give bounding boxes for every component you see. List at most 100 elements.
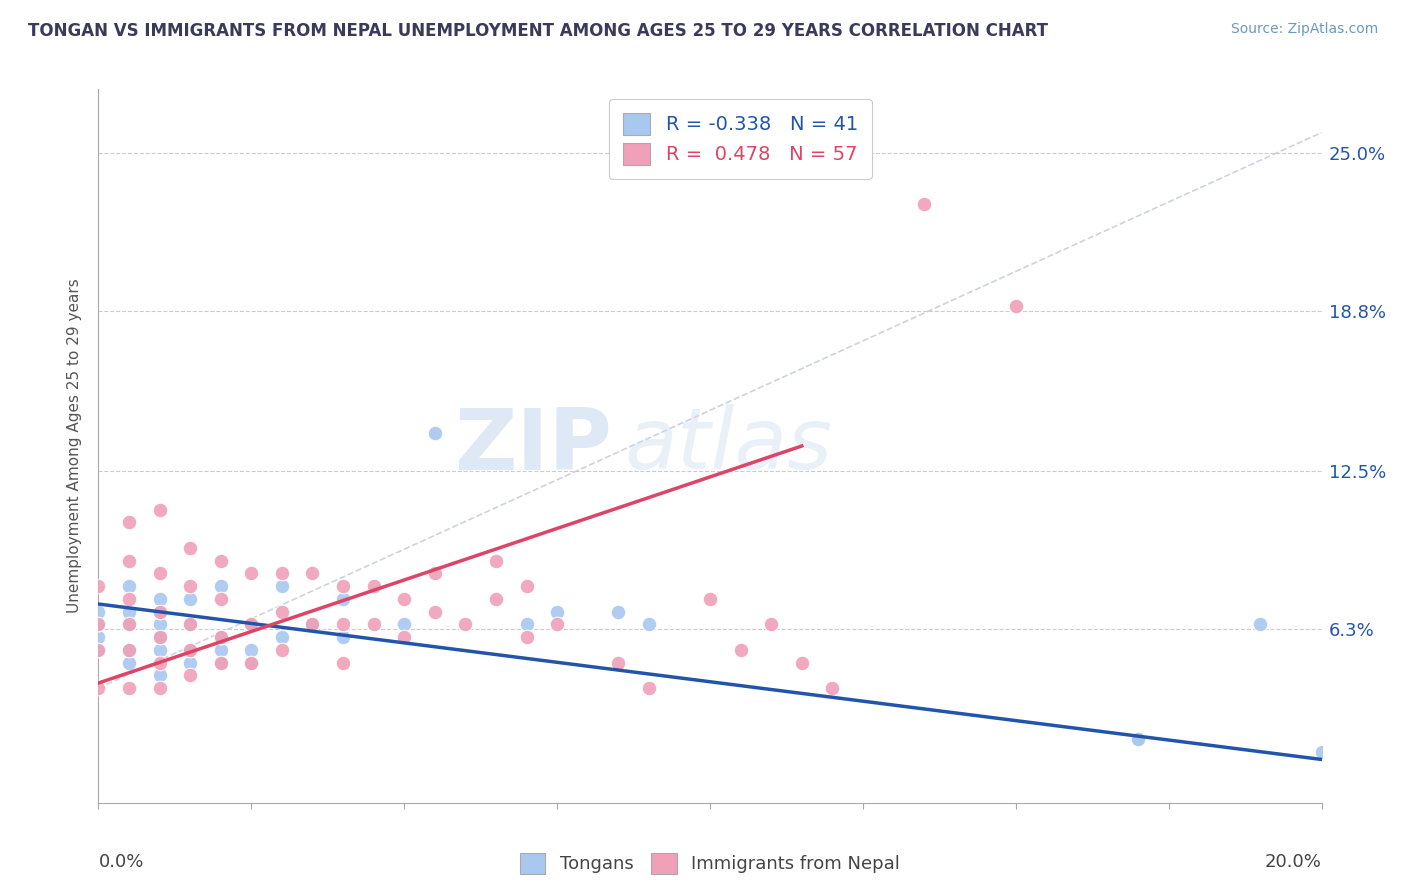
Point <box>118 681 141 695</box>
Text: 0.0%: 0.0% <box>98 853 143 871</box>
Point <box>1128 732 1150 747</box>
Text: 20.0%: 20.0% <box>1265 853 1322 871</box>
Point <box>209 643 232 657</box>
Point <box>699 591 721 606</box>
Point <box>516 630 538 644</box>
Point <box>118 643 141 657</box>
Point <box>87 579 110 593</box>
Point <box>454 617 477 632</box>
Point <box>179 643 201 657</box>
Point <box>912 197 935 211</box>
Text: Source: ZipAtlas.com: Source: ZipAtlas.com <box>1230 22 1378 37</box>
Point <box>87 681 110 695</box>
Point <box>87 643 110 657</box>
Point <box>149 668 172 682</box>
Point <box>179 668 201 682</box>
Point <box>1249 617 1271 632</box>
Point <box>179 656 201 670</box>
Point <box>87 605 110 619</box>
Point <box>546 605 568 619</box>
Point <box>209 554 232 568</box>
Point <box>392 591 416 606</box>
Point <box>240 643 263 657</box>
Point <box>209 656 232 670</box>
Point <box>240 656 263 670</box>
Point <box>1004 299 1026 313</box>
Point <box>516 579 538 593</box>
Point <box>240 656 263 670</box>
Legend: Tongans, Immigrants from Nepal: Tongans, Immigrants from Nepal <box>508 840 912 887</box>
Point <box>118 656 141 670</box>
Point <box>209 579 232 593</box>
Point <box>118 617 141 632</box>
Point <box>332 656 354 670</box>
Point <box>270 643 292 657</box>
Point <box>332 579 354 593</box>
Point <box>149 681 172 695</box>
Point <box>87 630 110 644</box>
Point <box>149 643 172 657</box>
Point <box>179 579 201 593</box>
Point <box>179 541 201 555</box>
Y-axis label: Unemployment Among Ages 25 to 29 years: Unemployment Among Ages 25 to 29 years <box>67 278 83 614</box>
Point <box>790 656 813 670</box>
Point <box>730 643 752 657</box>
Point <box>87 617 110 632</box>
Point <box>363 617 385 632</box>
Point <box>179 591 201 606</box>
Point <box>149 630 172 644</box>
Point <box>209 591 232 606</box>
Point <box>270 630 292 644</box>
Point <box>546 617 568 632</box>
Point <box>240 617 263 632</box>
Point <box>423 605 446 619</box>
Point <box>87 643 110 657</box>
Point <box>149 656 172 670</box>
Point <box>209 630 232 644</box>
Point <box>423 426 446 441</box>
Point <box>607 605 630 619</box>
Point <box>1128 732 1150 747</box>
Point <box>332 630 354 644</box>
Text: ZIP: ZIP <box>454 404 612 488</box>
Point <box>270 566 292 581</box>
Text: TONGAN VS IMMIGRANTS FROM NEPAL UNEMPLOYMENT AMONG AGES 25 TO 29 YEARS CORRELATI: TONGAN VS IMMIGRANTS FROM NEPAL UNEMPLOY… <box>28 22 1047 40</box>
Point <box>118 554 141 568</box>
Point <box>301 566 323 581</box>
Point <box>1310 745 1333 759</box>
Point <box>179 643 201 657</box>
Point <box>270 579 292 593</box>
Point <box>637 681 661 695</box>
Point <box>209 656 232 670</box>
Point <box>301 617 323 632</box>
Point <box>270 605 292 619</box>
Point <box>149 605 172 619</box>
Point <box>149 617 172 632</box>
Point <box>149 566 172 581</box>
Point <box>363 579 385 593</box>
Point <box>87 617 110 632</box>
Point <box>516 617 538 632</box>
Point <box>149 605 172 619</box>
Point <box>149 591 172 606</box>
Point <box>118 605 141 619</box>
Point <box>392 630 416 644</box>
Point <box>179 617 201 632</box>
Point <box>759 617 782 632</box>
Point <box>209 630 232 644</box>
Point <box>332 591 354 606</box>
Point <box>118 591 141 606</box>
Point <box>240 566 263 581</box>
Point <box>118 516 141 530</box>
Point <box>485 554 508 568</box>
Point <box>149 502 172 516</box>
Point <box>423 566 446 581</box>
Point <box>301 617 323 632</box>
Text: atlas: atlas <box>624 404 832 488</box>
Point <box>118 579 141 593</box>
Point <box>485 591 508 606</box>
Point <box>118 643 141 657</box>
Point <box>118 617 141 632</box>
Point <box>637 617 661 632</box>
Point <box>821 681 844 695</box>
